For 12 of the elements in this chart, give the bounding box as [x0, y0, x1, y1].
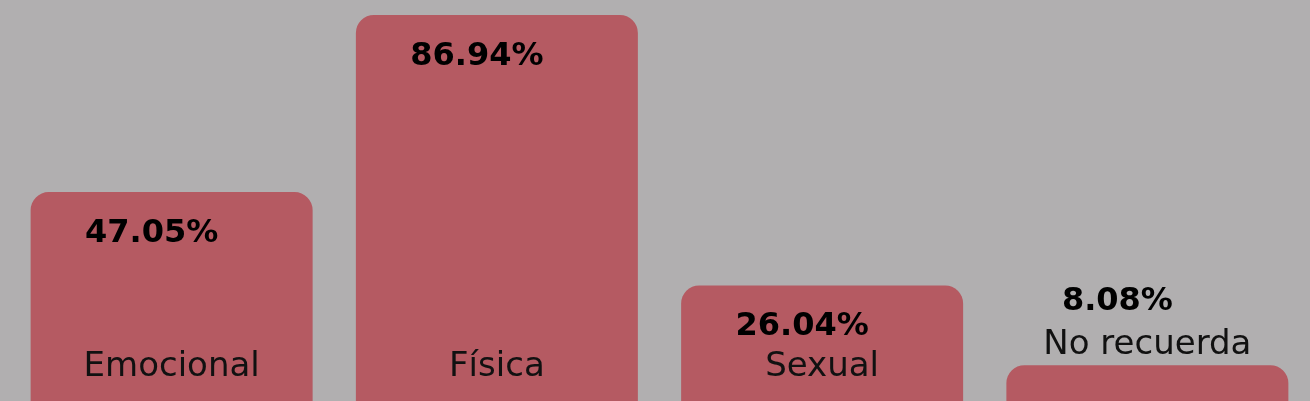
- data-label: 8.08%: [1061, 280, 1173, 319]
- x-tick-label: Emocional: [83, 344, 260, 384]
- data-label: 26.04%: [735, 305, 869, 344]
- x-tick-label: Física: [449, 344, 545, 384]
- x-tick-label: Sexual: [765, 344, 880, 384]
- bar: [681, 285, 964, 401]
- bar: [30, 192, 313, 401]
- data-label: 86.94%: [410, 35, 544, 73]
- data-label: 47.05%: [84, 212, 219, 251]
- bar: [355, 15, 638, 401]
- x-tick-label: No recuerda: [1043, 322, 1252, 362]
- bar: [1006, 365, 1289, 401]
